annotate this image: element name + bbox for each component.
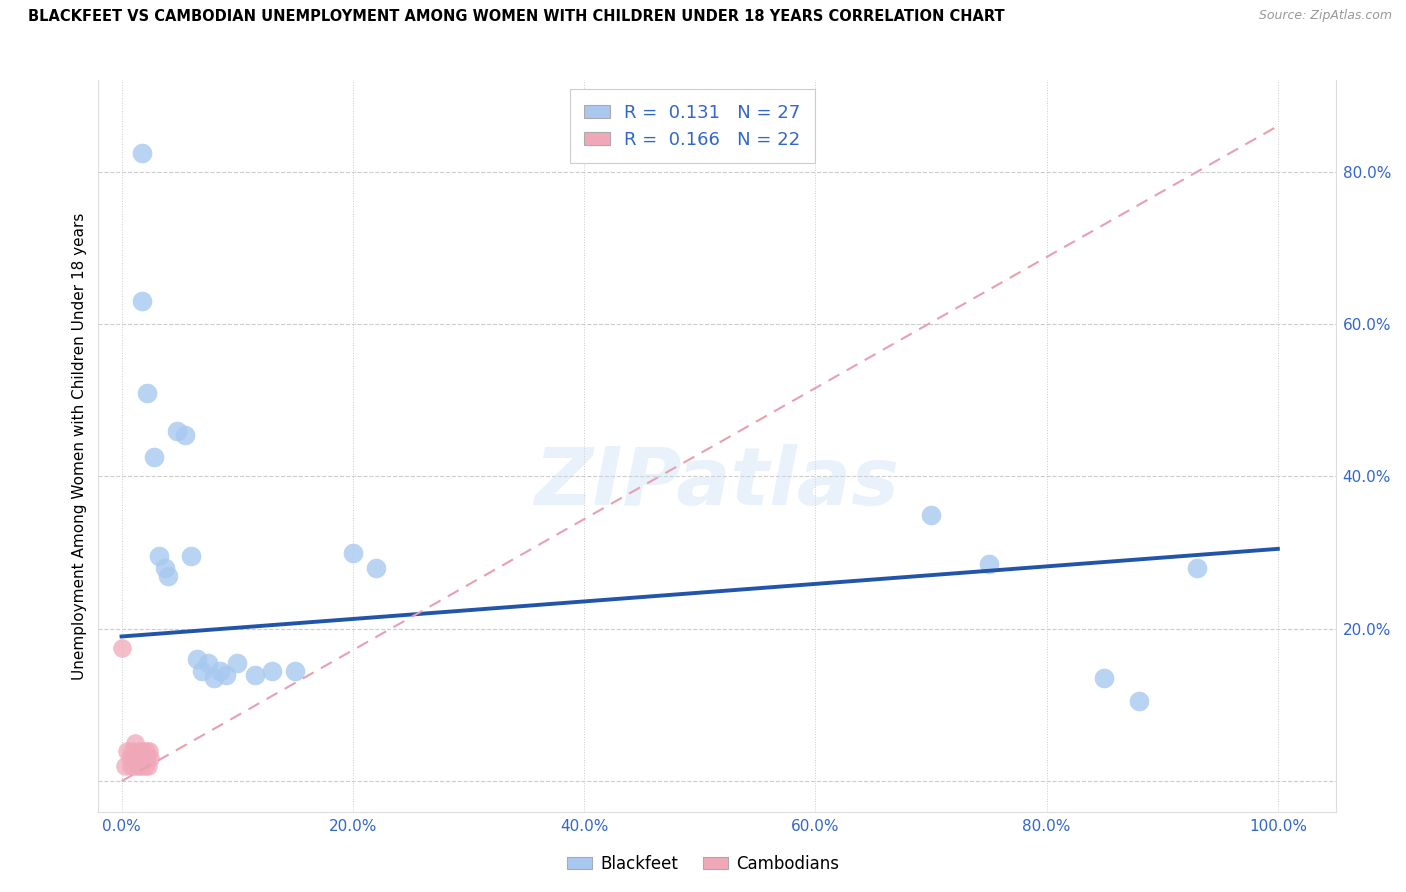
Point xyxy=(197,656,219,670)
Text: ZIPatlas: ZIPatlas xyxy=(534,443,900,522)
Point xyxy=(1185,561,1208,575)
Point xyxy=(136,385,159,400)
Point xyxy=(260,664,283,678)
Point xyxy=(920,508,942,522)
Point xyxy=(117,744,139,758)
Point xyxy=(118,751,141,765)
Point xyxy=(127,759,149,773)
Point xyxy=(166,424,188,438)
Legend: Blackfeet, Cambodians: Blackfeet, Cambodians xyxy=(560,848,846,880)
Point xyxy=(202,672,225,686)
Point xyxy=(120,759,142,773)
Point xyxy=(284,664,307,678)
Point xyxy=(174,427,197,442)
Point xyxy=(156,568,179,582)
Point xyxy=(134,759,156,773)
Point xyxy=(131,294,153,309)
Point xyxy=(226,656,249,670)
Point xyxy=(180,549,202,564)
Point xyxy=(131,744,153,758)
Point xyxy=(122,759,145,773)
Point xyxy=(129,759,152,773)
Point xyxy=(186,652,208,666)
Point xyxy=(364,561,387,575)
Point xyxy=(132,751,155,765)
Point xyxy=(128,744,150,758)
Point xyxy=(122,751,145,765)
Point xyxy=(243,667,266,681)
Point xyxy=(148,549,170,564)
Point xyxy=(129,751,152,765)
Legend: R =  0.131   N = 27, R =  0.166   N = 22: R = 0.131 N = 27, R = 0.166 N = 22 xyxy=(569,89,814,163)
Point xyxy=(136,751,159,765)
Point xyxy=(1128,694,1150,708)
Point xyxy=(191,664,214,678)
Point xyxy=(208,664,231,678)
Point xyxy=(977,557,1000,571)
Point xyxy=(114,759,136,773)
Text: BLACKFEET VS CAMBODIAN UNEMPLOYMENT AMONG WOMEN WITH CHILDREN UNDER 18 YEARS COR: BLACKFEET VS CAMBODIAN UNEMPLOYMENT AMON… xyxy=(28,9,1005,24)
Y-axis label: Unemployment Among Women with Children Under 18 years: Unemployment Among Women with Children U… xyxy=(72,212,87,680)
Point xyxy=(121,744,143,758)
Point xyxy=(214,667,236,681)
Point xyxy=(1094,672,1116,686)
Point xyxy=(342,546,364,560)
Point xyxy=(131,145,153,160)
Point xyxy=(124,736,146,750)
Point xyxy=(125,751,148,765)
Point xyxy=(155,561,177,575)
Point xyxy=(110,640,132,655)
Point xyxy=(135,744,157,758)
Text: Source: ZipAtlas.com: Source: ZipAtlas.com xyxy=(1258,9,1392,22)
Point xyxy=(138,744,160,758)
Point xyxy=(136,759,159,773)
Point xyxy=(139,751,162,765)
Point xyxy=(142,450,165,465)
